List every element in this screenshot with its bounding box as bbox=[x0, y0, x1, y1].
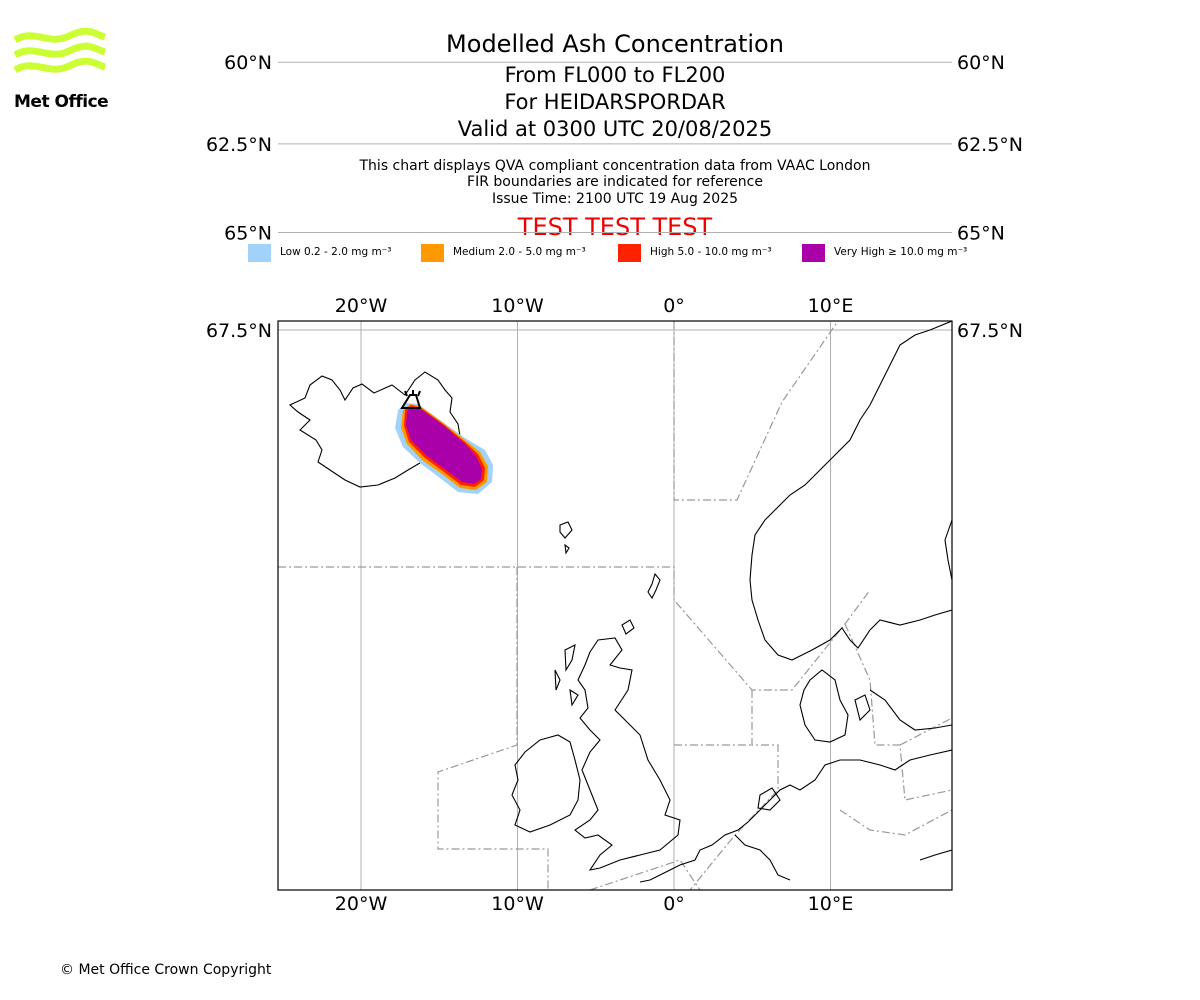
lon-label-top: 20°W bbox=[335, 295, 388, 317]
copyright-notice: © Met Office Crown Copyright bbox=[60, 962, 272, 978]
map-frame bbox=[277, 320, 953, 891]
test-banner: TEST TEST TEST bbox=[517, 213, 713, 241]
ash-plume bbox=[395, 403, 493, 494]
legend-label-medium: Medium 2.0 - 5.0 mg m⁻³ bbox=[453, 246, 586, 258]
legend-swatch-very-high bbox=[802, 244, 825, 262]
legend-swatch-medium bbox=[421, 244, 444, 262]
fir-note: FIR boundaries are indicated for referen… bbox=[467, 174, 763, 190]
lon-label-bottom: 20°W bbox=[335, 893, 388, 915]
flight-level-range: From FL000 to FL200 bbox=[504, 63, 726, 87]
lon-label-bottom: 10°E bbox=[808, 893, 854, 915]
lat-label-left: 67.5°N bbox=[206, 320, 272, 342]
lat-label-right: 62.5°N bbox=[957, 134, 1023, 156]
lat-label-left: 65°N bbox=[224, 223, 272, 245]
lon-label-bottom: 0° bbox=[663, 893, 685, 915]
map-tick-labels: 20°W 20°W 10°W 10°W 0° 0° 10°E 10°E 67.5°N 67.5°N… bbox=[206, 52, 1023, 915]
met-office-logo: Met Office bbox=[13, 27, 109, 113]
scandinavia-coast bbox=[749, 321, 952, 661]
volcano-icon bbox=[400, 390, 422, 409]
denmark-coast bbox=[799, 669, 849, 743]
great-britain-coast bbox=[574, 637, 681, 871]
lat-label-left: 62.5°N bbox=[206, 134, 272, 156]
lat-label-right: 60°N bbox=[957, 52, 1005, 74]
ireland-coast bbox=[511, 734, 581, 833]
legend-label-low: Low 0.2 - 2.0 mg m⁻³ bbox=[280, 246, 392, 258]
map-gridlines bbox=[278, 61, 952, 890]
lon-label-top: 10°E bbox=[808, 295, 854, 317]
lat-label-right: 67.5°N bbox=[957, 320, 1023, 342]
legend-label-very-high: Very High ≥ 10.0 mg m⁻³ bbox=[834, 246, 968, 258]
lon-label-bottom: 10°W bbox=[491, 893, 544, 915]
lon-label-top: 10°W bbox=[491, 295, 544, 317]
lat-label-left: 60°N bbox=[224, 52, 272, 74]
lon-label-top: 0° bbox=[663, 295, 685, 317]
legend-label-high: High 5.0 - 10.0 mg m⁻³ bbox=[650, 246, 772, 258]
logo-text: Met Office bbox=[14, 92, 109, 112]
plume-very-high-concentration bbox=[406, 407, 482, 484]
coastlines bbox=[289, 321, 952, 883]
volcano-name: For HEIDARSPORDAR bbox=[504, 90, 726, 114]
chart-title: Modelled Ash Concentration bbox=[446, 30, 784, 58]
lat-label-right: 65°N bbox=[957, 223, 1005, 245]
issue-time: Issue Time: 2100 UTC 19 Aug 2025 bbox=[491, 191, 739, 207]
valid-time: Valid at 0300 UTC 20/08/2025 bbox=[457, 117, 773, 141]
chart-description: This chart displays QVA compliant concen… bbox=[359, 158, 871, 174]
map-geography bbox=[278, 321, 952, 890]
legend-swatch-high bbox=[618, 244, 641, 262]
europe-coast bbox=[639, 749, 952, 883]
legend-swatch-low bbox=[248, 244, 271, 262]
met-office-wave-icon bbox=[13, 27, 107, 74]
fir-boundaries bbox=[278, 321, 952, 890]
